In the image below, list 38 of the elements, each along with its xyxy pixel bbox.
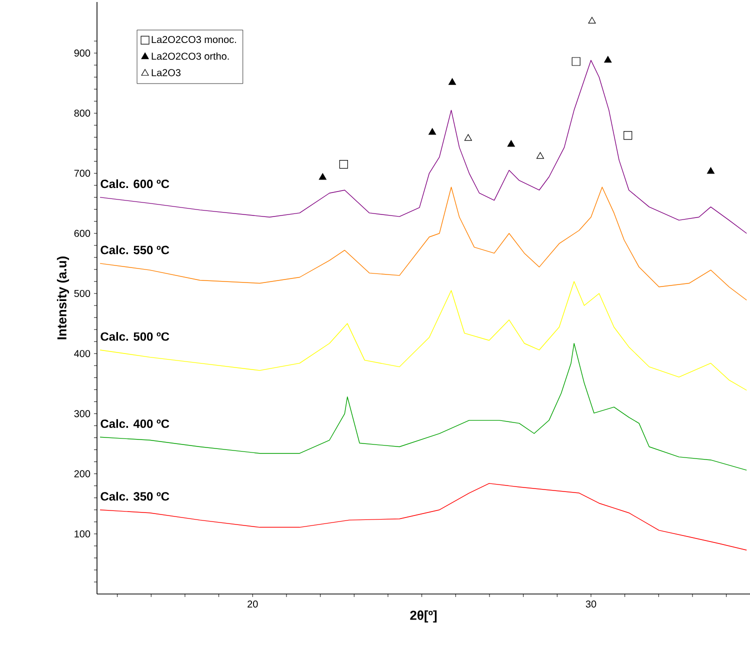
y-tick-label: 500 bbox=[74, 290, 90, 298]
point bbox=[706, 167, 715, 174]
line-series bbox=[100, 186, 747, 300]
y-tick-label: 200 bbox=[74, 470, 90, 478]
line-series bbox=[100, 343, 747, 471]
point bbox=[624, 131, 632, 140]
point bbox=[604, 56, 612, 63]
x-axis-title: 2θ[º] bbox=[410, 610, 437, 622]
series-label: Calc. 600 ºC bbox=[100, 179, 170, 188]
point bbox=[448, 78, 456, 85]
series-label: Calc. 350 ºC bbox=[100, 492, 170, 501]
point bbox=[428, 128, 436, 135]
series-label: Calc. 400 ºC bbox=[100, 419, 170, 428]
y-tick-label: 300 bbox=[74, 410, 90, 418]
point bbox=[572, 57, 580, 66]
y-tick-label: 400 bbox=[74, 350, 90, 358]
y-tick-label: 600 bbox=[74, 230, 90, 237]
point bbox=[507, 140, 515, 147]
point bbox=[339, 160, 348, 169]
series-label: Calc. 500 ºC bbox=[100, 332, 170, 341]
point bbox=[464, 134, 472, 141]
line-series bbox=[100, 60, 747, 234]
point bbox=[588, 16, 596, 24]
legend-label: La2O2CO3 monoc. bbox=[152, 36, 236, 44]
point bbox=[318, 173, 326, 180]
point bbox=[536, 152, 544, 159]
line-series bbox=[100, 281, 747, 391]
x-tick-label: 20 bbox=[248, 600, 258, 608]
legend-label: La2O2CO3 ortho. bbox=[152, 52, 229, 60]
y-tick-label: 700 bbox=[74, 170, 90, 177]
x-tick-label: 30 bbox=[586, 600, 596, 608]
series-label: Calc. 550 ºC bbox=[100, 245, 170, 254]
y-tick-label: 100 bbox=[74, 530, 90, 538]
line-series bbox=[100, 483, 747, 550]
y-tick-label: 800 bbox=[74, 110, 90, 117]
y-tick-label: 900 bbox=[74, 50, 90, 57]
y-axis-title: Intensity (a.u) bbox=[56, 256, 70, 340]
legend-label: La2O3 bbox=[152, 69, 181, 76]
